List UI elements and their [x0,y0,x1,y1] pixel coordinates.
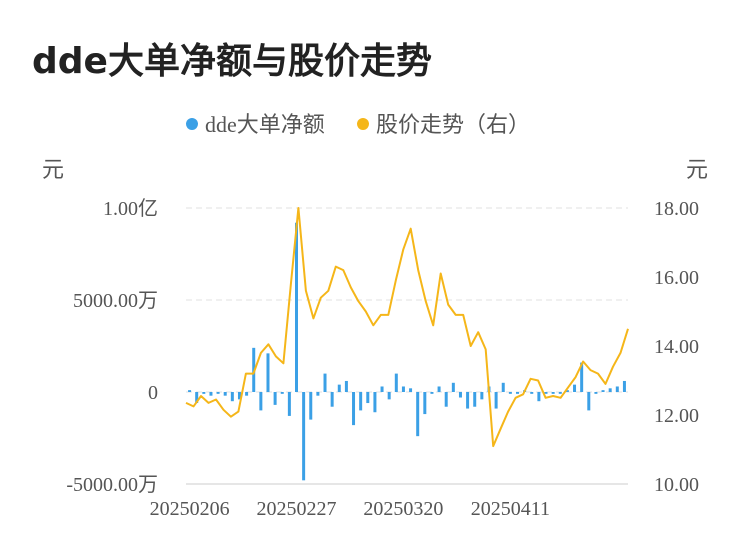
dde-bar [316,392,320,396]
dde-bar [466,392,470,409]
dde-bar [473,392,477,407]
dde-bar [430,392,434,394]
legend-marker-price [357,118,369,130]
dde-bar [195,392,199,404]
dde-bar [359,392,363,411]
x-tick-label: 20250320 [363,498,443,520]
dde-bar [537,392,541,402]
dde-bar [216,392,220,394]
right-tick-label: 10.00 [654,474,699,496]
dde-bar [337,384,341,392]
legend-label-price: 股价走势（右） [376,112,530,137]
dde-bar [423,392,427,415]
dde-bar [387,392,391,400]
dde-bar [287,392,291,416]
dde-bar [437,386,441,392]
dde-bar [480,392,484,400]
dde-bar [608,388,612,392]
x-axis-ticks: 20250206 20250227 20250320 20250411 [150,498,550,520]
dde-bar [451,382,455,392]
legend-label-dde: dde大单净额 [205,112,325,137]
dde-bar [223,392,227,396]
dde-bar [494,392,498,409]
x-tick-label: 20250206 [150,498,230,520]
dde-bar [594,392,598,394]
dde-bar [380,386,384,392]
dde-bar [330,392,334,407]
dde-bar [344,380,348,392]
grid [186,207,628,485]
left-tick-label: 0 [148,382,158,404]
left-axis-unit: 元 [42,158,64,183]
dde-bar [622,380,626,392]
dde-bar [202,392,206,394]
right-axis-ticks: 18.00 16.00 14.00 12.00 10.00 [654,198,699,496]
dde-bar [309,392,313,420]
dde-bar [516,392,519,394]
left-tick-label: 1.00亿 [103,197,158,220]
dde-bar [266,353,270,392]
price-line-group [185,207,629,448]
dde-bar [508,392,512,394]
dde-bar [273,392,277,405]
dde-bar [558,392,562,394]
dde-bar [573,384,577,392]
x-tick-label: 20250227 [257,498,337,520]
dde-bar [416,392,420,437]
right-tick-label: 14.00 [654,336,699,358]
dde-bar [401,386,405,392]
dde-bar [366,392,370,404]
dde-bar [259,392,263,411]
dde-bar [323,373,327,392]
dde-bar [295,222,298,392]
dde-bars [188,222,626,481]
right-axis-unit: 元 [686,158,708,183]
dde-bar [409,388,413,392]
dde-bar [209,392,213,396]
dde-bar [530,392,534,394]
dde-bar [245,392,249,396]
page-title: dde大单净额与股价走势 [32,41,432,82]
dde-bar [302,392,306,481]
right-tick-label: 18.00 [654,198,699,220]
right-tick-label: 12.00 [654,405,699,427]
dde-bar [544,392,548,394]
dde-bar [601,390,605,392]
dde-bar [580,362,584,392]
dde-bar [237,392,241,400]
left-axis-ticks: 1.00亿 5000.00万 0 -5000.00万 [66,197,158,496]
dde-bar [587,392,591,411]
dde-bar [188,390,192,392]
dde-bar [394,373,398,392]
dde-bar [501,382,505,392]
dde-bar [444,392,448,407]
legend-marker-dde [186,118,198,130]
right-tick-label: 16.00 [654,267,699,289]
dde-bar [280,392,284,394]
dde-bar [352,392,356,426]
dde-bar [565,390,569,392]
left-tick-label: 5000.00万 [73,290,158,312]
dde-bar [458,392,462,398]
x-tick-label: 20250411 [471,498,550,520]
dde-bar [551,392,555,394]
dde-bar [373,392,377,413]
legend: dde大单净额 股价走势（右） [186,112,530,137]
dde-bar [230,392,234,402]
dde-bar [615,386,619,392]
left-tick-label: -5000.00万 [66,474,158,496]
price-line [185,207,629,448]
